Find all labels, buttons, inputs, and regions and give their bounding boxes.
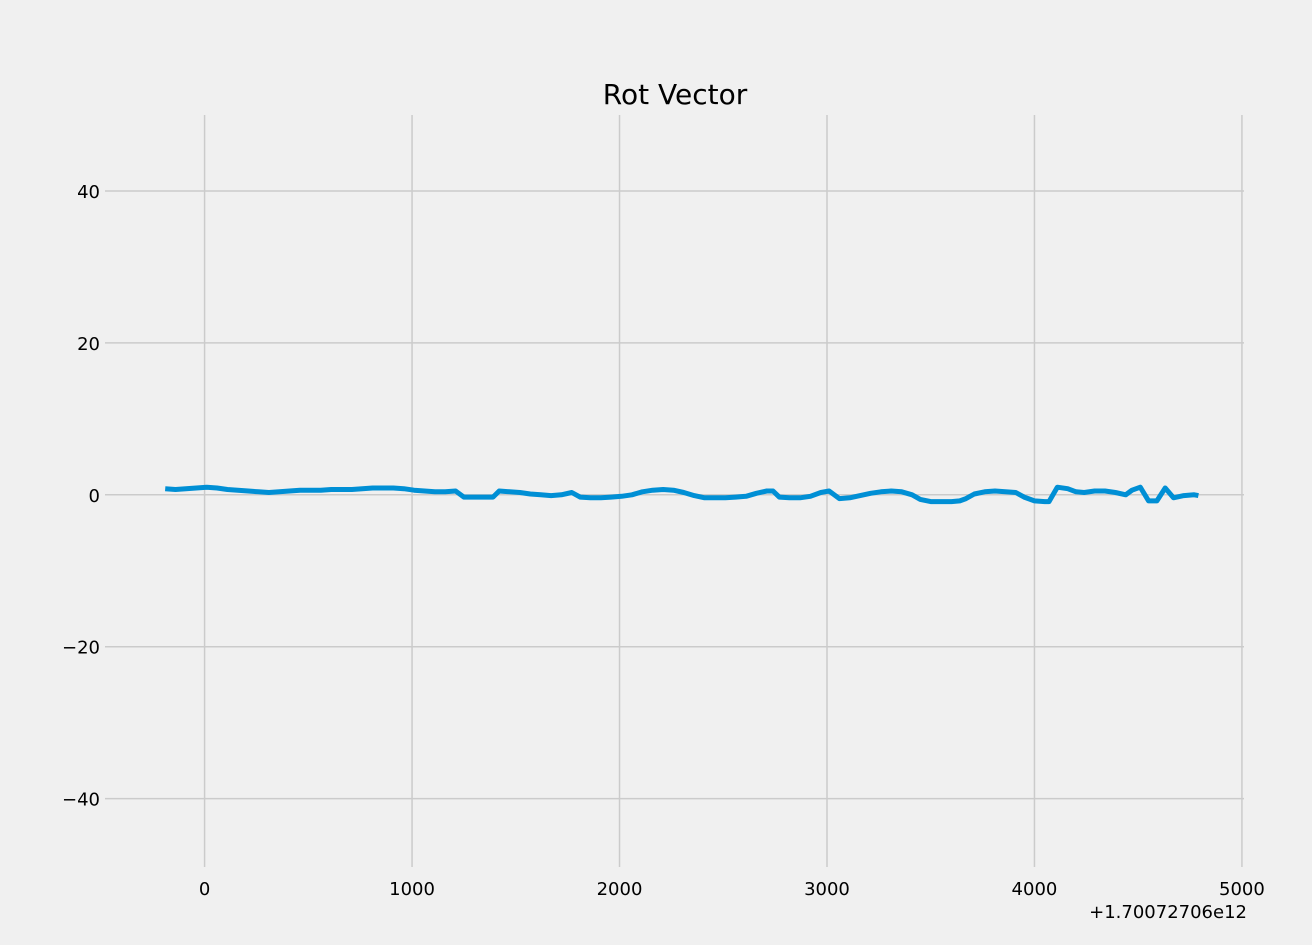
x-tick-label: 1000 xyxy=(389,879,435,900)
series-layer xyxy=(165,484,1199,505)
x-axis-offset-label: +1.70072706e12 xyxy=(1089,902,1247,923)
y-tick-label: 40 xyxy=(77,182,100,203)
y-tick-label: 0 xyxy=(89,486,100,507)
x-tick-label: 4000 xyxy=(1012,879,1058,900)
grid xyxy=(105,115,1244,867)
x-tick-label: 5000 xyxy=(1219,879,1265,900)
x-tick-label: 3000 xyxy=(804,879,850,900)
x-tick-label: 2000 xyxy=(597,879,643,900)
y-tick-label: −40 xyxy=(62,790,100,811)
chart-title: Rot Vector xyxy=(603,78,748,111)
x-tick-label: 0 xyxy=(199,879,210,900)
y-tick-label: 20 xyxy=(77,334,100,355)
series-line xyxy=(165,484,1199,505)
y-tick-label: −20 xyxy=(62,638,100,659)
tick-labels: 0 1000 2000 3000 4000 5000 −40 −20 0 20 40 xyxy=(62,182,1265,900)
